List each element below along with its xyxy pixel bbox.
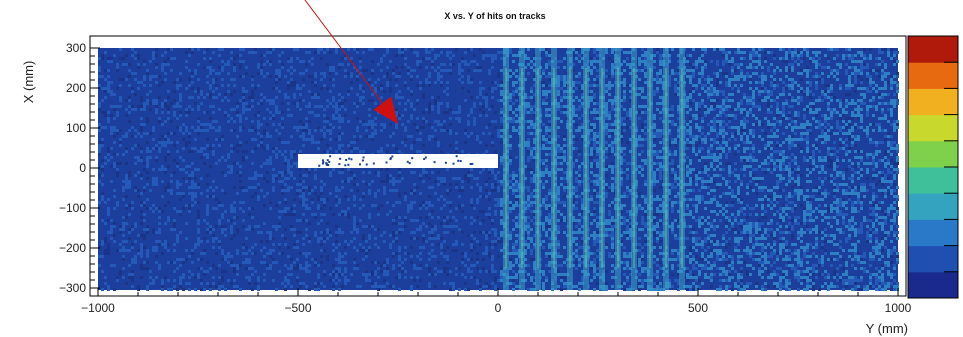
dense-strip (503, 48, 509, 290)
x-axis-label: Y (mm) (866, 321, 908, 336)
hit-dot (385, 161, 388, 164)
x-tick-label: 0 (495, 301, 502, 315)
colorbar-segment (908, 62, 958, 89)
hit-dot (455, 155, 458, 158)
hit-dot (347, 163, 350, 166)
dense-strip (519, 48, 525, 290)
colorbar-segment (908, 167, 958, 194)
colorbar-segment (908, 245, 958, 273)
y-tick-label: 0 (79, 161, 86, 175)
x-tick-label: 1000 (885, 301, 912, 315)
dense-strip (647, 48, 653, 290)
dense-strips (503, 48, 685, 290)
dense-strip-core (521, 68, 523, 268)
hit-dot (321, 162, 324, 165)
hit-dot (459, 160, 462, 163)
dense-strip (535, 48, 541, 290)
hit-dot (350, 158, 353, 161)
hit-dot (457, 159, 460, 162)
dense-strip-core (649, 68, 651, 268)
hit-dot (365, 163, 368, 166)
hit-dot (361, 159, 364, 162)
colorbar-frame (907, 35, 959, 299)
dense-strip (631, 48, 637, 290)
hit-dot (344, 164, 347, 167)
hit-dot (433, 161, 436, 164)
hit-dot (329, 155, 332, 158)
hit-dot (325, 163, 328, 166)
hit-dot (408, 162, 411, 165)
y-tick-label: −200 (59, 241, 86, 255)
hit-dot (423, 157, 426, 160)
hit-dot (372, 162, 375, 165)
dense-strip (551, 48, 557, 290)
dense-strip-core (553, 68, 555, 268)
y-tick-label: 100 (66, 121, 86, 135)
dense-strip-core (601, 68, 603, 268)
hit-dot (389, 158, 392, 161)
dense-strip-core (505, 68, 507, 268)
colorbar-segment (908, 88, 958, 116)
hit-dot (318, 164, 321, 167)
colorbar (907, 35, 959, 299)
hit-dot (326, 159, 329, 162)
colorbar-segment (908, 271, 958, 299)
dense-strip-core (617, 68, 619, 268)
hit-dot (389, 157, 392, 160)
arrow-shaft (304, 0, 383, 104)
y-tick-label: −300 (59, 281, 86, 295)
dense-strip (583, 48, 589, 290)
hit-dot (358, 163, 361, 166)
y-tick-label: 200 (66, 81, 86, 95)
colorbar-segment (908, 114, 958, 142)
dense-strip-core (585, 68, 587, 268)
empty-region-dots (318, 155, 474, 167)
x-tick-label: −1000 (81, 301, 115, 315)
hit-dot (328, 160, 331, 163)
hit-dot (471, 162, 474, 165)
x-tick-label: 500 (688, 301, 708, 315)
dense-strip (615, 48, 621, 290)
hit-dot (444, 161, 447, 164)
hit-dot (345, 158, 348, 161)
hit-dot (322, 161, 325, 164)
hit-dot (362, 156, 365, 159)
dense-strip-core (569, 68, 571, 268)
hit-dot (339, 157, 342, 160)
dense-strip-core (665, 68, 667, 268)
y-axis-label: X (mm) (21, 61, 36, 104)
hit-dot (327, 164, 330, 167)
plot-area (89, 35, 907, 297)
colorbar-segment (908, 219, 958, 247)
arrow-head (373, 96, 398, 124)
hit-dot (452, 162, 455, 165)
hit-dot (391, 155, 394, 158)
dense-strip (663, 48, 669, 290)
hit-dot (411, 157, 414, 160)
hit-dot (424, 156, 427, 159)
dense-strip (599, 48, 605, 290)
chart-title: X vs. Y of hits on tracks (444, 11, 545, 21)
hit-dot (348, 157, 351, 160)
x-tick-label: −500 (284, 301, 311, 315)
dense-strip (679, 48, 685, 290)
colorbar-segment (908, 193, 958, 220)
annotation-arrow (304, 0, 398, 124)
y-tick-label: −100 (59, 201, 86, 215)
dense-strip (567, 48, 573, 290)
dense-strip-core (537, 68, 539, 268)
hit-dot (321, 159, 324, 162)
colorbar-segment (908, 36, 958, 63)
y-tick-label: 300 (66, 41, 86, 55)
hit-dot (469, 163, 472, 166)
hit-dot (325, 162, 328, 165)
dense-strip-core (681, 68, 683, 268)
dense-strip-core (633, 68, 635, 268)
hit-dot (338, 163, 341, 166)
hit-dot (406, 160, 409, 163)
colorbar-segment (908, 140, 958, 168)
